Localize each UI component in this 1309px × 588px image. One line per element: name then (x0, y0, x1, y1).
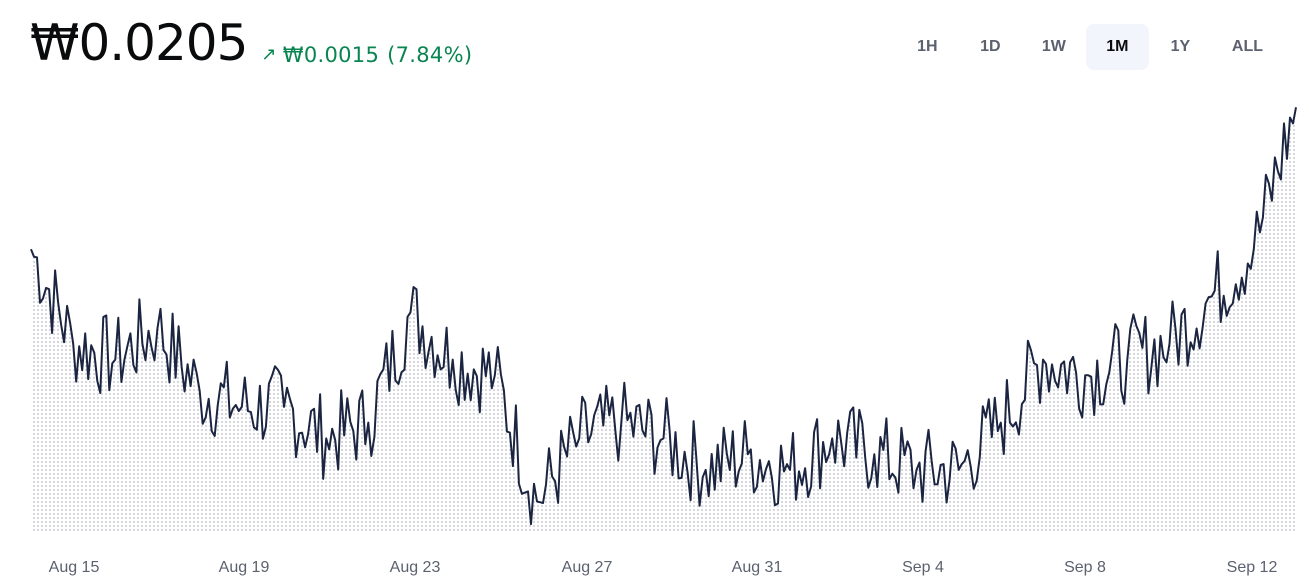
data-point[interactable] (534, 499, 540, 505)
data-point[interactable] (871, 451, 877, 457)
data-point[interactable] (829, 435, 835, 441)
data-point[interactable] (408, 309, 414, 315)
data-point[interactable] (450, 357, 456, 363)
data-point[interactable] (1124, 357, 1130, 363)
x-tick-label: Sep 12 (1227, 559, 1278, 576)
data-point[interactable] (661, 435, 667, 441)
data-point[interactable] (1209, 294, 1215, 300)
tab-1y[interactable]: 1Y (1170, 38, 1191, 55)
x-tick-label: Aug 27 (562, 559, 613, 576)
data-point[interactable] (70, 341, 76, 347)
data-point[interactable] (703, 467, 709, 473)
price-area-fill (31, 107, 1296, 534)
tab-all[interactable]: ALL (1231, 38, 1263, 55)
data-point[interactable] (365, 420, 371, 426)
data-point[interactable] (492, 372, 498, 378)
tab-1w[interactable]: 1W (1041, 38, 1066, 55)
data-point[interactable] (197, 388, 203, 394)
data-point[interactable] (745, 451, 751, 457)
tab-1m[interactable]: 1M (1085, 24, 1149, 70)
data-point[interactable] (618, 420, 624, 426)
data-point[interactable] (787, 467, 793, 473)
price-change-percent: (7.84%) (387, 42, 473, 67)
tab-1d[interactable]: 1D (980, 38, 1001, 55)
data-point[interactable] (1082, 372, 1088, 378)
data-point[interactable] (1167, 341, 1173, 347)
chart-line-layer (30, 107, 1297, 526)
data-point[interactable] (323, 435, 329, 441)
data-point[interactable] (1040, 357, 1046, 363)
chart-area-layer (31, 107, 1296, 534)
x-tick-label: Aug 15 (49, 559, 100, 576)
data-point[interactable] (956, 467, 962, 473)
data-point[interactable] (281, 404, 287, 410)
x-tick-label: Sep 4 (902, 559, 944, 576)
data-point[interactable] (28, 246, 34, 252)
data-point[interactable] (239, 404, 245, 410)
data-point[interactable] (1251, 246, 1257, 252)
data-point[interactable] (576, 435, 582, 441)
tab-1h[interactable]: 1H (917, 38, 938, 55)
time-range-tabs: 1H 1D 1W 1M 1Y ALL (896, 24, 1283, 70)
x-tick-label: Aug 19 (219, 559, 270, 576)
data-point[interactable] (1293, 104, 1299, 110)
x-tick-label: Sep 8 (1064, 559, 1106, 576)
price-line (30, 107, 1297, 526)
price-change: ↗ ₩0.0015 (7.84%) (261, 43, 472, 67)
price-change-amount: ₩0.0015 (282, 42, 380, 67)
x-axis: Aug 15 Aug 19 Aug 23 Aug 27 Aug 31 Sep 4… (49, 559, 1278, 576)
data-point[interactable] (998, 420, 1004, 426)
x-tick-label: Aug 23 (390, 559, 441, 576)
data-point[interactable] (112, 357, 118, 363)
x-tick-label: Aug 31 (732, 559, 783, 576)
arrow-up-right-icon: ↗ (261, 44, 277, 65)
current-price: ₩0.0205 (30, 14, 248, 72)
data-point[interactable] (914, 467, 920, 473)
data-point[interactable] (155, 325, 161, 331)
price-header: ₩0.0205 ↗ ₩0.0015 (7.84%) (30, 12, 472, 74)
